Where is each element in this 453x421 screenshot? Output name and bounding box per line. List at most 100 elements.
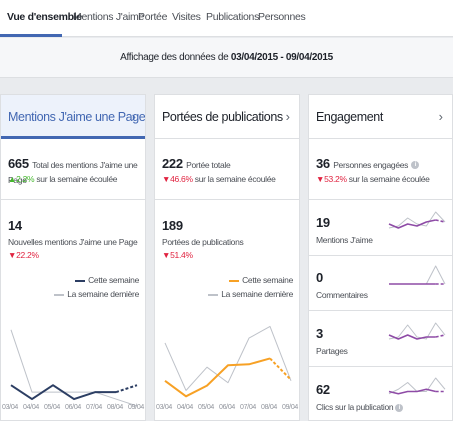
reach-series-last-line — [164, 325, 292, 391]
reach-total-change-label: sur la semaine écoulée — [192, 174, 276, 184]
reach-legend-this: Cette semaine — [229, 275, 293, 285]
likes-x-tick: 06/04 — [65, 404, 82, 411]
engagement-card-title: Engagement — [316, 110, 383, 124]
divider — [309, 310, 452, 311]
date-range-prefix: Affichage des données de — [120, 52, 231, 63]
likes-series-this-line-partial — [115, 384, 138, 394]
likes-card-header[interactable]: Mentions J'aime une Page › — [1, 95, 145, 139]
divider — [309, 366, 452, 367]
likes-legend-this: Cette semaine — [75, 275, 139, 285]
divider — [155, 199, 299, 200]
sparkline-last — [388, 322, 446, 340]
likes-card: Mentions J'aime une Page › 665 Total des… — [0, 94, 146, 421]
engagement-people-change: ▼53.2% sur la semaine écoulée — [316, 174, 430, 184]
likes-total-value: 665 — [8, 156, 29, 171]
reach-total-label: Portée totale — [186, 160, 231, 170]
likes-x-tick: 03/04 — [2, 404, 19, 411]
engagement-card: Engagement › 36 Personnes engagées i ▼53… — [308, 94, 453, 421]
chevron-right-icon: › — [131, 109, 136, 124]
metric-comments-sparkline — [389, 265, 446, 285]
reach-card: Portées de publications › 222 Portée tot… — [154, 94, 300, 421]
date-range-value: 03/04/2015 - 09/04/2015 — [230, 52, 333, 63]
likes-series-this-line — [10, 384, 116, 401]
divider — [1, 199, 145, 200]
likes-total-change: ▲2.2% sur la semaine écoulée — [8, 174, 117, 184]
likes-total-label: Total des mentions J'aime une Page — [8, 160, 138, 185]
tab-posts[interactable]: Publications — [206, 11, 260, 23]
reach-x-tick: 05/04 — [198, 404, 215, 411]
engagement-card-header[interactable]: Engagement › — [309, 95, 452, 139]
likes-total: 665 Total des mentions J'aime une Page — [8, 156, 145, 186]
metric-clicks-label-text: Clics sur la publication — [316, 402, 394, 412]
metric-shares-label: Partages — [316, 346, 348, 356]
engagement-people-value: 36 — [316, 156, 330, 171]
likes-x-tick: 09/04 — [128, 404, 145, 411]
engagement-people: 36 Personnes engagées i — [316, 156, 420, 171]
chevron-right-icon: › — [438, 109, 443, 124]
sparkline-last — [388, 211, 446, 229]
reach-chart — [164, 325, 292, 398]
date-range-bar: Affichage des données de 03/04/2015 - 09… — [0, 38, 453, 78]
legend-this-label: Cette semaine — [88, 275, 139, 285]
reach-total-change-value: ▼46.6% — [162, 174, 193, 184]
metric-clicks-value: 62 — [316, 382, 330, 397]
reach-series-this-line — [164, 357, 271, 398]
sparkline-this-partial — [435, 219, 446, 223]
metric-likes-value: 19 — [316, 215, 330, 230]
tab-overview[interactable]: Vue d'ensemble — [7, 11, 82, 23]
tab-reach[interactable]: Portée — [138, 11, 168, 23]
reach-new-value: 189 — [162, 218, 183, 233]
legend-swatch — [229, 279, 240, 282]
likes-x-tick: 08/04 — [107, 404, 124, 411]
engagement-people-label: Personnes engagées — [333, 160, 409, 170]
metric-comments-label: Commentaires — [316, 290, 368, 300]
likes-card-title: Mentions J'aime une Page — [8, 110, 146, 124]
metric-shares-value: 3 — [316, 326, 323, 341]
legend-swatch — [208, 293, 219, 296]
likes-x-tick: 04/04 — [23, 404, 40, 411]
info-icon[interactable]: i — [395, 403, 404, 412]
likes-new-change: ▼22.2% — [8, 250, 39, 260]
reach-x-tick: 07/04 — [240, 404, 257, 411]
sparkline-this — [388, 388, 436, 395]
metric-likes-label: Mentions J'aime — [316, 235, 373, 245]
legend-swatch — [54, 293, 65, 296]
reach-x-tick: 06/04 — [219, 404, 236, 411]
reach-new-change: ▼51.4% — [162, 250, 193, 260]
metric-likes-sparkline — [388, 211, 446, 229]
divider — [309, 255, 452, 256]
active-tab-indicator — [0, 34, 62, 37]
metric-clicks-sparkline — [388, 377, 446, 395]
tab-likes[interactable]: Mentions J'aime — [73, 11, 145, 23]
metric-comments-value: 0 — [316, 270, 323, 285]
likes-x-tick: 07/04 — [86, 404, 103, 411]
likes-legend-last: La semaine dernière — [54, 289, 139, 299]
sparkline-this-partial — [435, 334, 446, 338]
tab-people[interactable]: Personnes — [258, 11, 306, 23]
legend-last-label: La semaine dernière — [221, 289, 293, 299]
reach-card-header[interactable]: Portées de publications › — [155, 95, 299, 139]
legend-last-label: La semaine dernière — [67, 289, 139, 299]
sparkline-last — [389, 265, 446, 285]
likes-new-label: Nouvelles mentions J'aime une Page — [8, 237, 138, 247]
likes-chart — [10, 329, 138, 407]
reach-total-value: 222 — [162, 156, 183, 171]
reach-x-tick: 04/04 — [177, 404, 194, 411]
top-tab-bar: Vue d'ensemble Mentions J'aime Portée Vi… — [0, 0, 453, 37]
info-icon[interactable]: i — [411, 160, 420, 169]
likes-series-last-line — [10, 329, 138, 407]
legend-swatch — [75, 279, 86, 282]
reach-new-label: Portées de publications — [162, 237, 244, 247]
reach-series-this-line-partial — [269, 357, 292, 381]
sparkline-this — [388, 334, 436, 340]
sparkline-this — [388, 219, 436, 229]
tab-visits[interactable]: Visites — [172, 11, 201, 23]
chevron-right-icon: › — [285, 109, 290, 124]
legend-this-label: Cette semaine — [242, 275, 293, 285]
divider — [309, 199, 452, 200]
reach-legend-last: La semaine dernière — [208, 289, 293, 299]
reach-total-change: ▼46.6% sur la semaine écoulée — [162, 174, 276, 184]
reach-x-tick: 08/04 — [261, 404, 278, 411]
reach-total: 222 Portée totale — [162, 156, 231, 171]
metric-shares-sparkline — [388, 322, 446, 340]
